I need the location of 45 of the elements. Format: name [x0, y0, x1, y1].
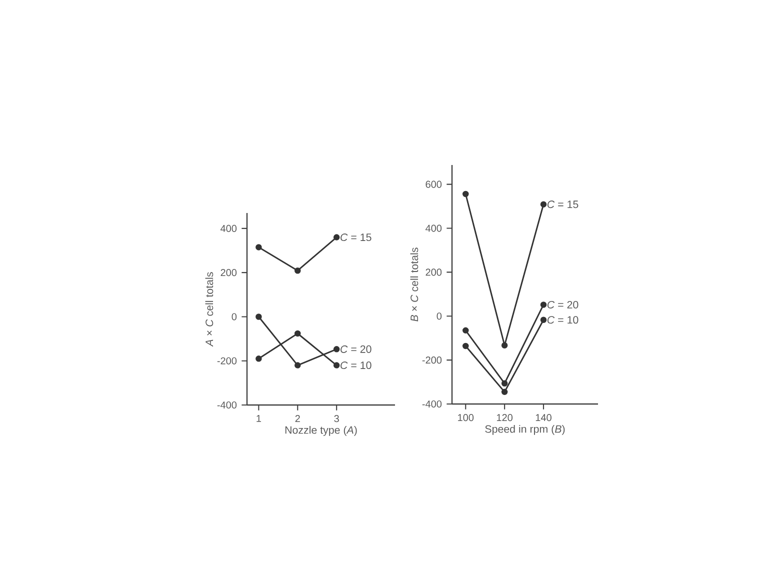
x-tick-label: 120	[496, 414, 513, 422]
series-label: C = 15	[340, 234, 372, 242]
y-tick-label: 400	[426, 224, 442, 232]
x-tick-label: 140	[536, 414, 552, 422]
point	[256, 356, 262, 362]
series-label: C = 15	[547, 200, 578, 208]
y-tick-label: 0	[232, 313, 237, 320]
x-axis-title: Nozzle type (A)	[285, 426, 357, 436]
point	[333, 234, 340, 240]
point	[540, 201, 547, 208]
point	[462, 327, 469, 334]
point	[294, 330, 301, 337]
series-label: C = 10	[340, 362, 372, 370]
point	[333, 346, 340, 352]
point	[501, 342, 508, 348]
point	[462, 342, 469, 350]
point	[256, 244, 262, 250]
series-label: C = 20	[547, 300, 578, 308]
y-tick-label: 0	[436, 312, 442, 320]
y-axis-title: B × C cell totals	[410, 248, 418, 322]
point	[501, 388, 508, 396]
point	[540, 316, 547, 324]
series-label: C = 20	[340, 345, 372, 353]
x-axis-title: Speed in rpm (B)	[485, 424, 565, 435]
y-tick-label: -400	[217, 401, 237, 409]
x-tick-label: 2	[295, 415, 300, 422]
y-tick-label: -200	[422, 356, 442, 364]
y-tick-label: -200	[217, 357, 237, 364]
point	[256, 314, 262, 320]
y-tick-label: 400	[220, 224, 237, 232]
point	[333, 362, 340, 368]
y-tick-label: 200	[426, 268, 442, 276]
y-axis-title: A × C cell totals	[205, 272, 214, 347]
x-tick-label: 3	[334, 415, 339, 422]
series-label: C = 10	[547, 316, 578, 324]
x-tick-label: 1	[256, 415, 261, 422]
y-tick-label: 200	[220, 269, 237, 276]
point	[294, 362, 301, 368]
point	[294, 267, 301, 274]
y-tick-label: -400	[422, 400, 442, 408]
point	[462, 190, 469, 198]
point	[501, 380, 508, 386]
y-tick-label: 600	[426, 180, 442, 188]
point	[540, 302, 547, 308]
x-tick-label: 100	[458, 414, 474, 422]
